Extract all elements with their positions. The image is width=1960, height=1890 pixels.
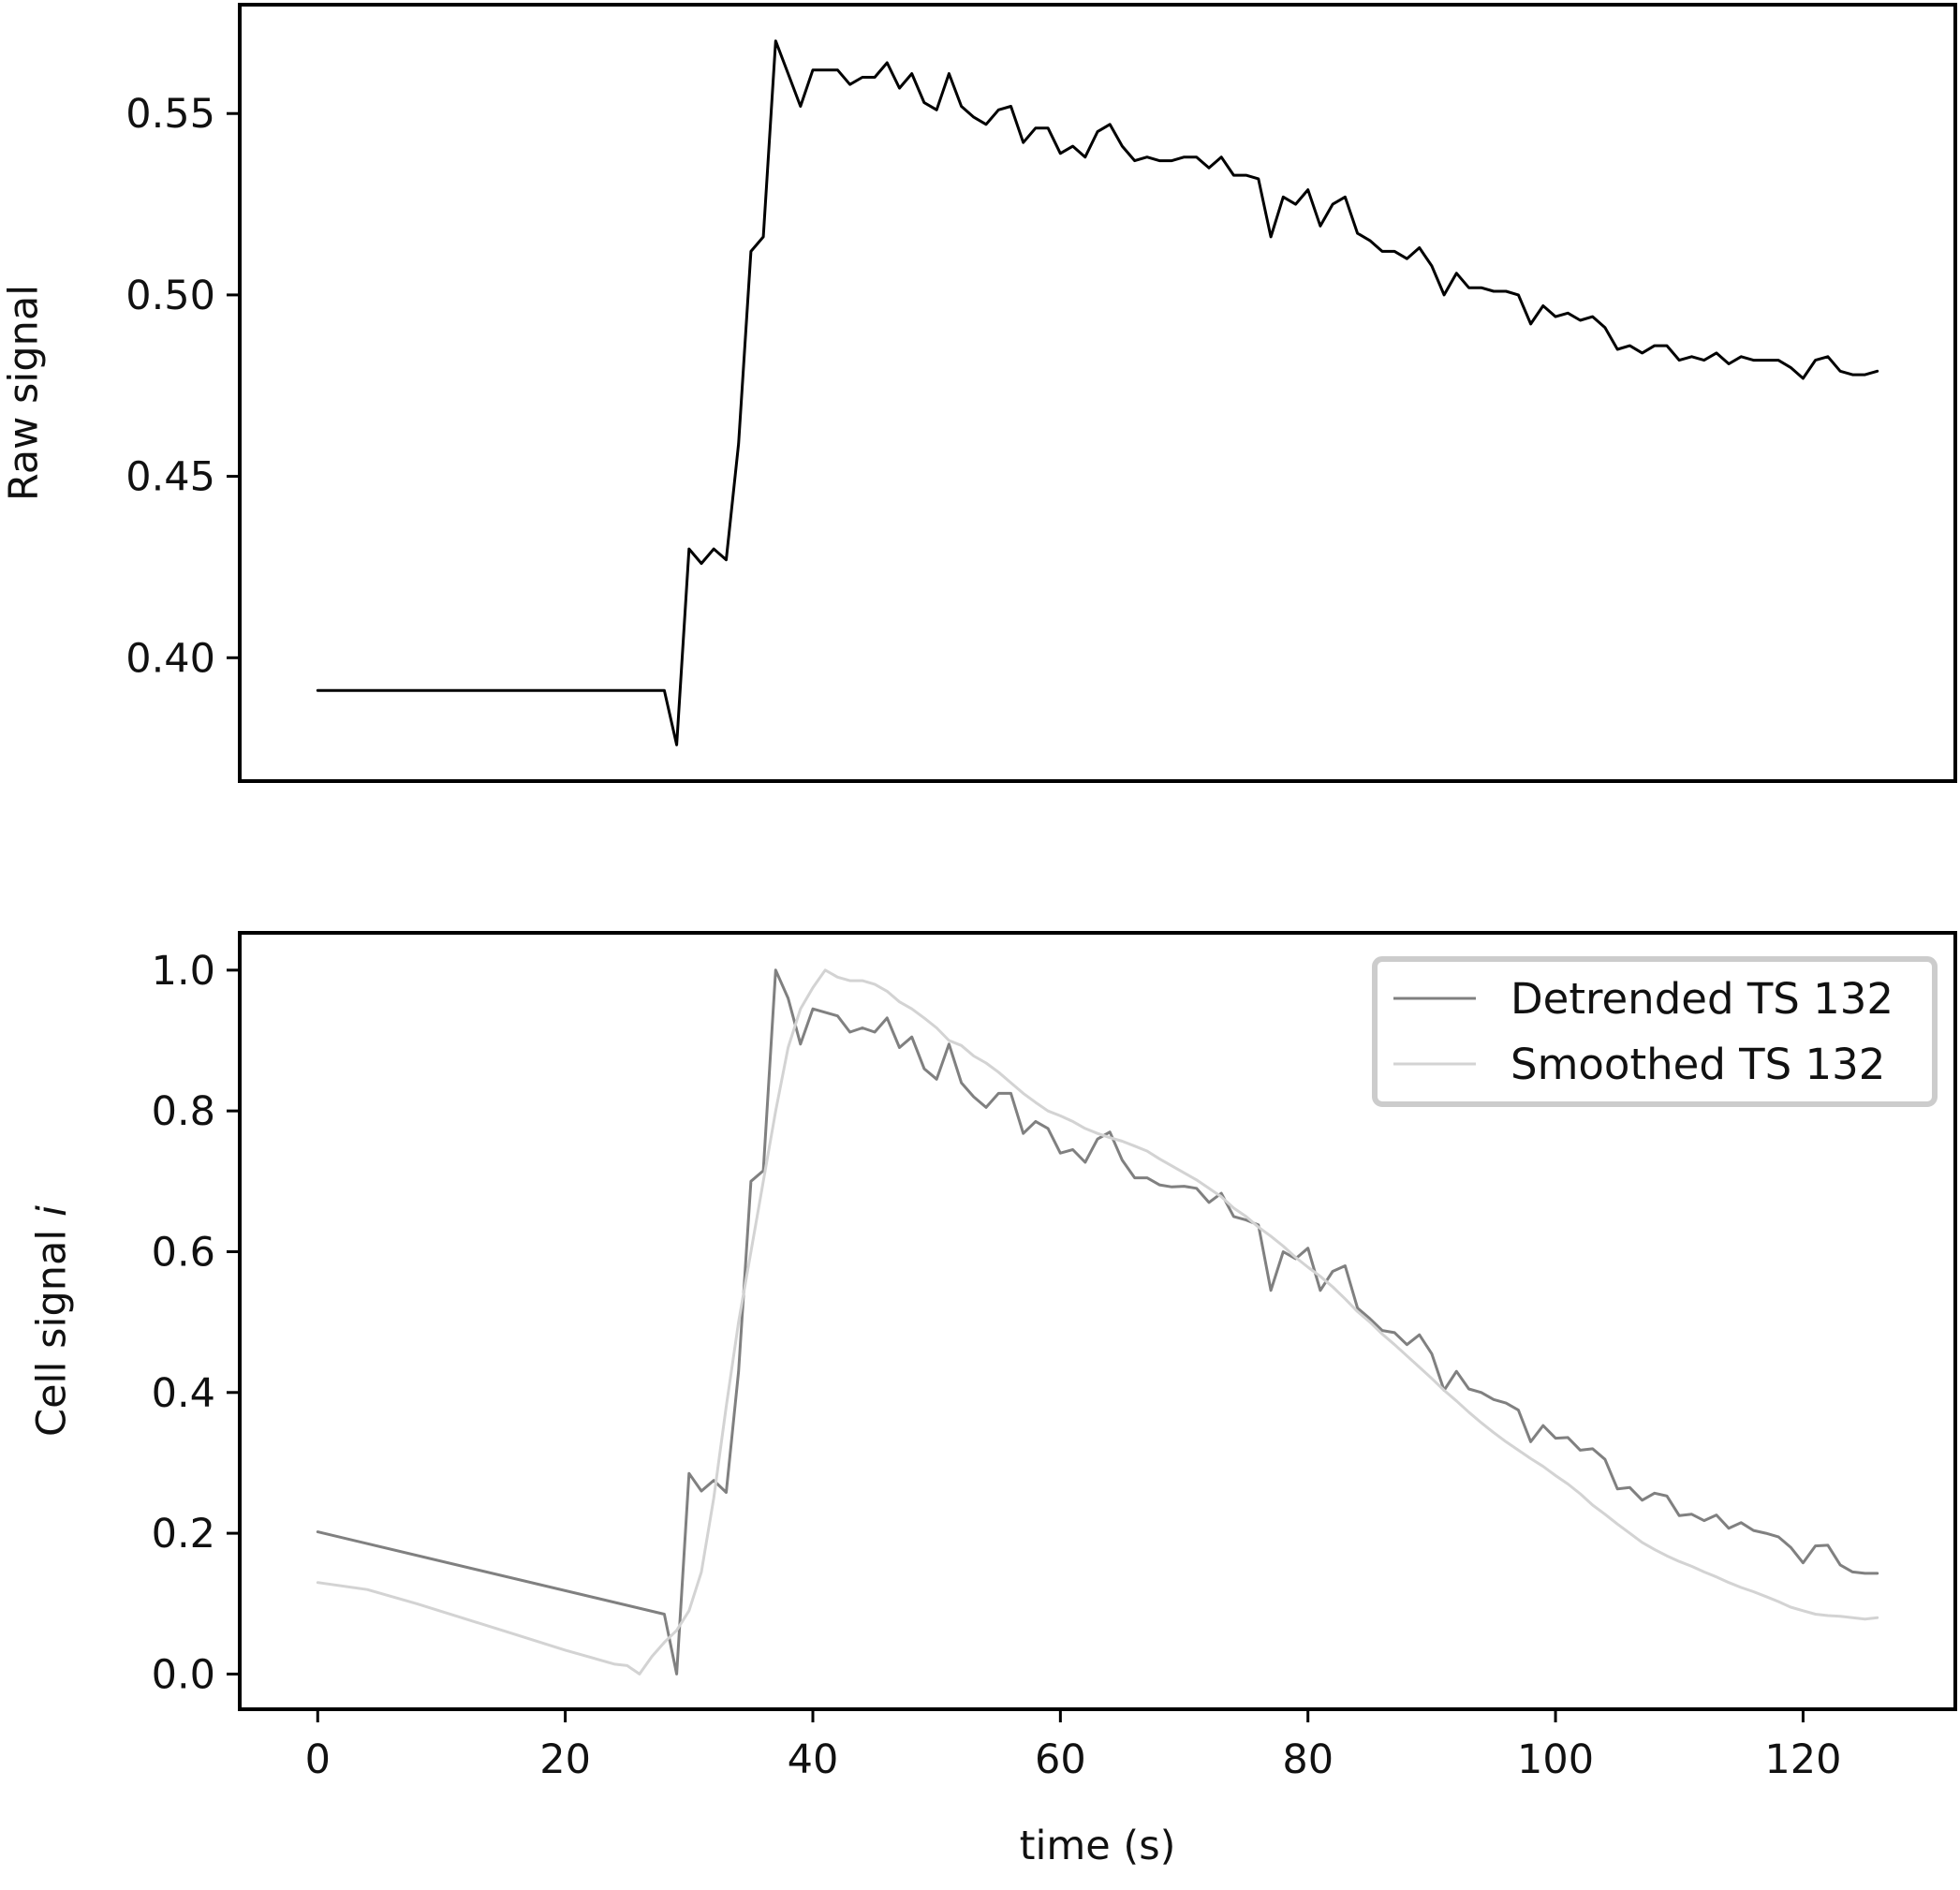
- y-tick-label: 1.0: [152, 948, 215, 995]
- panel-1: 0.40 0.45 0.50 0.55 Raw signal: [1, 3, 1957, 783]
- x-tick-label: 60: [1035, 1736, 1086, 1783]
- y-axis-label: Raw signal: [1, 285, 48, 501]
- y-tick-label: 0.50: [125, 273, 215, 319]
- x-tick-label: 100: [1517, 1736, 1594, 1783]
- series-line-detrended-ts-132: [316, 968, 1879, 1676]
- legend-box: [1372, 956, 1938, 1107]
- y-tick-label: 0.40: [125, 635, 215, 682]
- y-axis-label: Cell signal i: [29, 1205, 76, 1437]
- panel-2: 0.0 0.2 0.4 0.6 0.8 1.0 0 20 40 60 80 100 120 Cell si…: [29, 931, 1957, 1869]
- series-line-1-1: [316, 39, 1879, 746]
- x-tick-label: 0: [305, 1736, 331, 1783]
- plot-frame: [238, 3, 1957, 783]
- y-tick-label: 0.0: [152, 1651, 215, 1698]
- y-axis-label-italic: i: [29, 1205, 76, 1217]
- y-tick-label: 0.6: [152, 1229, 215, 1276]
- legend-label: Detrended TS 132: [1511, 974, 1894, 1024]
- y-tick-label: 0.45: [125, 454, 215, 501]
- plot-frame: [238, 931, 1957, 1711]
- series-line-smoothed-ts-132: [316, 968, 1879, 1676]
- y-tick-label: 0.4: [152, 1370, 215, 1417]
- x-tick-label: 20: [539, 1736, 591, 1783]
- y-tick-label: 0.2: [152, 1511, 215, 1558]
- y-tick-label: 0.8: [152, 1088, 215, 1135]
- x-tick-label: 40: [788, 1736, 839, 1783]
- x-tick-label: 80: [1282, 1736, 1334, 1783]
- y-tick-label: 0.55: [125, 91, 215, 138]
- legend: Detrended TS 132 Smoothed TS 132: [1372, 956, 1938, 1107]
- legend-label: Smoothed TS 132: [1511, 1040, 1885, 1089]
- x-axis-label: time (s): [1020, 1823, 1176, 1869]
- x-tick-label: 120: [1764, 1736, 1841, 1783]
